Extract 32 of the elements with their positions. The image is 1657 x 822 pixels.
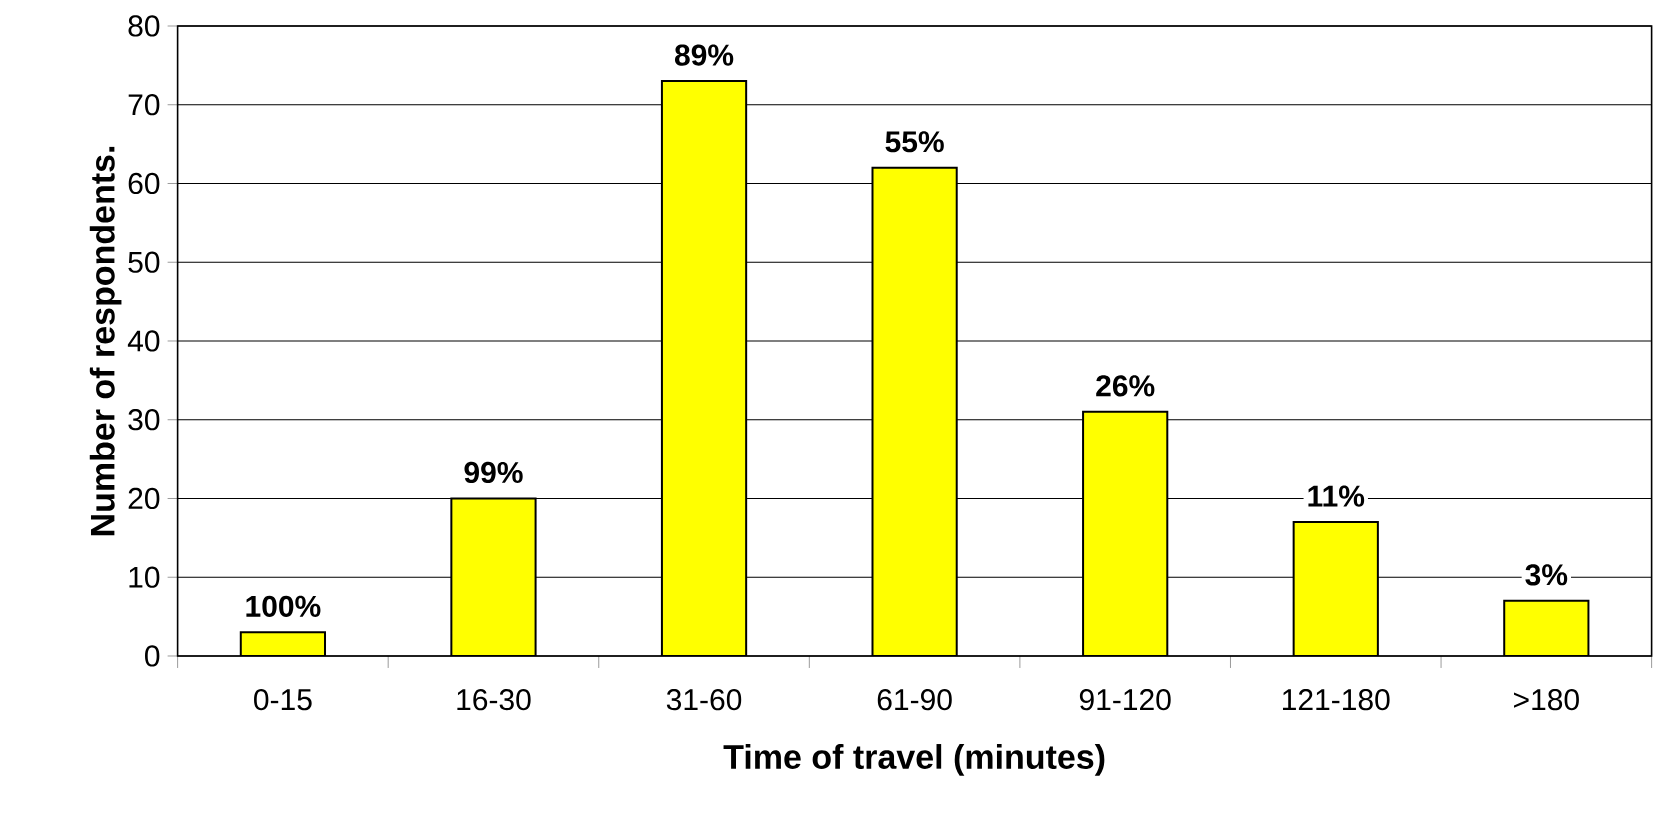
x-tick-label: 16-30 (457, 689, 531, 711)
y-tick-label: 70 (128, 94, 160, 116)
x-axis-title: Time of travel (minutes) (723, 744, 1105, 776)
x-tick-label: 31-60 (666, 689, 742, 711)
annotation: 89% (674, 44, 734, 66)
x-tick-label: 121-180 (1283, 689, 1390, 711)
annotation: 26% (1096, 375, 1155, 397)
y-tick-label: 20 (128, 487, 160, 510)
y-tick-label: 60 (128, 172, 160, 195)
y-tick-label: 10 (129, 566, 160, 588)
x-tick-label: 91-120 (1079, 689, 1171, 711)
y-axis-title: Number of respondents. (89, 146, 122, 536)
bar (239, 631, 327, 656)
bar (660, 80, 748, 656)
bar (1503, 599, 1590, 656)
y-tick-label: 40 (127, 330, 160, 352)
annotation: 3% (1525, 564, 1568, 586)
annotation: 11% (1308, 485, 1365, 507)
annotation: 99% (464, 461, 523, 484)
bar (871, 166, 958, 656)
y-tick-label: 80 (128, 15, 160, 37)
y-tick-label: 30 (128, 409, 160, 431)
x-tick-label: 61-90 (877, 689, 952, 711)
y-tick-label: 50 (128, 251, 160, 273)
bar (450, 497, 537, 656)
x-tick-label: >180 (1514, 689, 1579, 711)
x-tick-label: 0-15 (254, 689, 312, 711)
bar (1082, 410, 1169, 656)
y-tick-label: 0 (145, 645, 160, 667)
bar (1292, 521, 1379, 656)
annotation: 100% (246, 595, 321, 617)
annotation: 55% (885, 131, 944, 153)
